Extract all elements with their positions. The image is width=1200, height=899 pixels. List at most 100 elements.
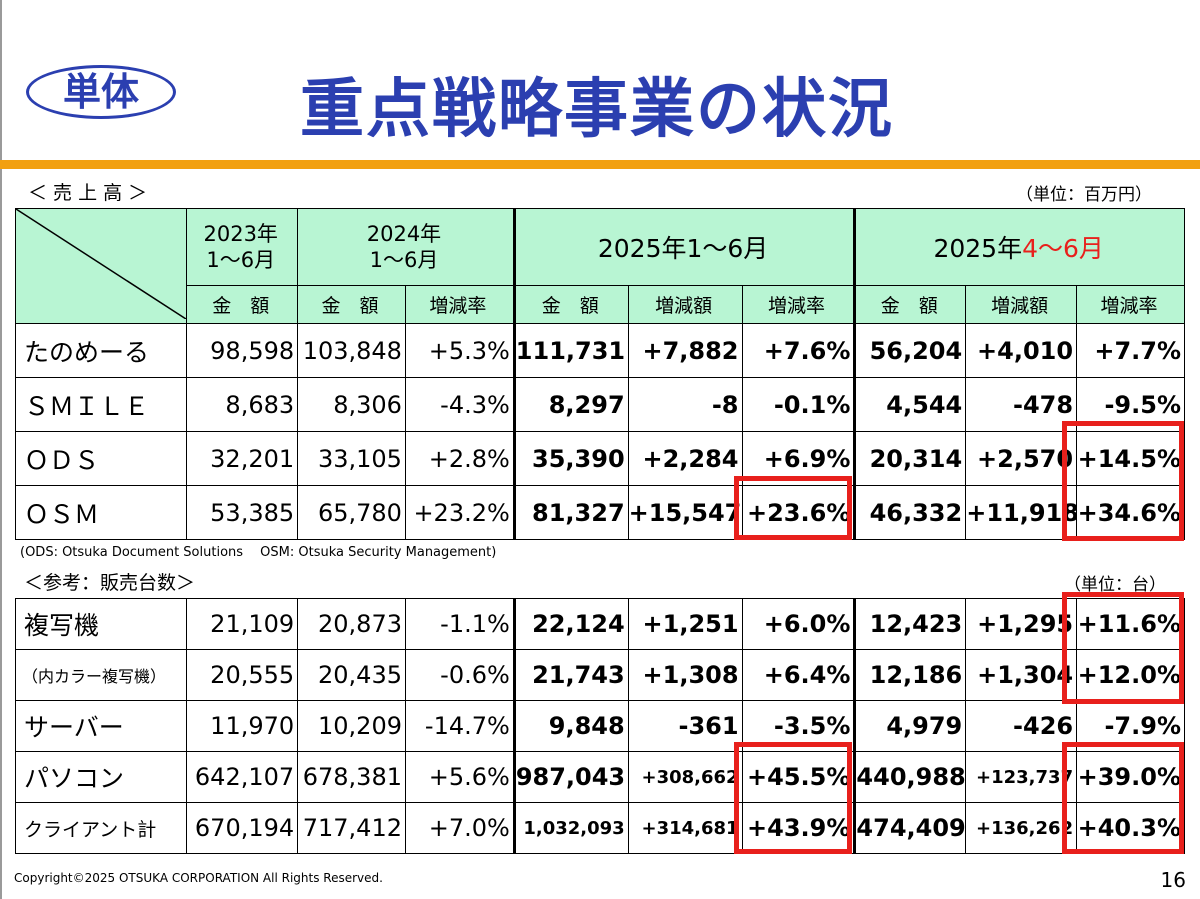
cell-value: +11,918 (965, 485, 1078, 540)
table-row: ＯＳＭ 53,385 65,780 +23.2% 81,327 +15,547 … (14, 485, 1185, 540)
cell-value: 670,194 (186, 802, 299, 854)
cell-value: 4,544 (853, 377, 967, 432)
cell-value: +43.9% (741, 802, 856, 854)
row-name: パソコン (14, 751, 188, 803)
cell-value: +1,304 (965, 649, 1078, 701)
cell-value: +4,010 (965, 323, 1078, 378)
cell-value: +308,662 (627, 751, 743, 803)
cell-value: 22,124 (512, 598, 629, 650)
cell-value: 35,390 (512, 431, 629, 486)
header-rate-2024: 増減率 (404, 285, 515, 324)
cell-value: -478 (965, 377, 1078, 432)
header-rate-q2: 増減率 (1076, 285, 1185, 324)
table-row: （内カラー複写機） 20,555 20,435 -0.6% 21,743 +1,… (14, 649, 1185, 701)
sales-header-row-2: 金 額 金 額 増減率 金 額 増減額 増減率 金 額 増減額 増減率 (16, 285, 1185, 324)
cell-value: 474,409 (853, 802, 967, 854)
cell-value: 20,873 (297, 598, 406, 650)
highlight-box-copier-q2 (1062, 592, 1184, 704)
units-section-label: ＜参考：販売台数＞ (24, 572, 196, 594)
cell-value: +15,547 (627, 485, 743, 540)
header-diff-2025: 増減額 (627, 285, 743, 324)
cell-value: 81,327 (512, 485, 629, 540)
row-name: ＯＤＳ (14, 431, 188, 486)
units-unit-label: （単位：台） (1064, 575, 1166, 595)
cell-value: +5.6% (404, 751, 515, 803)
cell-value: -426 (965, 700, 1078, 752)
cell-value: +5.3% (404, 323, 515, 378)
cell-value: 21,743 (512, 649, 629, 701)
cell-value: -0.6% (404, 649, 515, 701)
cell-value: +45.5% (741, 751, 856, 803)
cell-value: -8 (627, 377, 743, 432)
table-row: パソコン 642,107 678,381 +5.6% 987,043 +308,… (14, 751, 1185, 803)
sales-header-row-1: 2023年 1～6月 2024年 1～6月 2025年1～6月 2025年4～6月 (14, 207, 1185, 324)
cell-value: +1,251 (627, 598, 743, 650)
table-row: サーバー 11,970 10,209 -14.7% 9,848 -361 -3.… (14, 700, 1185, 752)
cell-value: +14.5% (1076, 431, 1185, 486)
cell-value: 33,105 (297, 431, 406, 486)
header-amount-2023: 金 額 (186, 285, 299, 324)
table-row: 複写機 21,109 20,873 -1.1% 22,124 +1,251 +6… (14, 598, 1185, 650)
cell-value: 20,314 (853, 431, 967, 486)
row-name: クライアント計 (14, 802, 188, 854)
cell-value: 717,412 (297, 802, 406, 854)
cell-value: +11.6% (1076, 598, 1185, 650)
header-2024: 2024年 1～6月 (297, 207, 515, 287)
cell-value: 1,032,093 (512, 802, 629, 854)
cell-value: +12.0% (1076, 649, 1185, 701)
copyright-footer: Copyright©2025 OTSUKA CORPORATION All Ri… (14, 871, 383, 885)
cell-value: +7,882 (627, 323, 743, 378)
row-name: たのめーる (14, 323, 188, 378)
header-divider (0, 160, 1200, 169)
header-diff-q2: 増減額 (965, 285, 1078, 324)
table-row: ＯＤＳ 32,201 33,105 +2.8% 35,390 +2,284 +6… (14, 431, 1185, 486)
cell-value: +2.8% (404, 431, 515, 486)
cell-value: 678,381 (297, 751, 406, 803)
cell-value: +6.9% (741, 431, 856, 486)
cell-value: +136,262 (965, 802, 1078, 854)
cell-value: 21,109 (186, 598, 299, 650)
left-margin-rule (0, 0, 2, 899)
cell-value: +39.0% (1076, 751, 1185, 803)
cell-value: 20,555 (186, 649, 299, 701)
page-number: 16 (1160, 868, 1186, 892)
cell-value: 65,780 (297, 485, 406, 540)
highlight-box-pc-h1 (734, 742, 852, 854)
cell-value: -361 (627, 700, 743, 752)
table-row: ＳＭＩＬＥ 8,683 8,306 -4.3% 8,297 -8 -0.1% 4… (14, 377, 1185, 432)
header-amount-q2: 金 額 (853, 285, 967, 324)
cell-value: 111,731 (512, 323, 629, 378)
highlight-box-osm-h1 (734, 476, 852, 540)
row-name: （内カラー複写機） (14, 649, 188, 701)
cell-value: 8,297 (512, 377, 629, 432)
cell-value: 12,186 (853, 649, 967, 701)
cell-value: 32,201 (186, 431, 299, 486)
cell-value: 987,043 (512, 751, 629, 803)
cell-value: 440,988 (853, 751, 967, 803)
row-name: サーバー (14, 700, 188, 752)
cell-value: 11,970 (186, 700, 299, 752)
header-2025-q2: 2025年4～6月 (853, 207, 1185, 287)
highlight-box-sales-q2 (1062, 421, 1184, 541)
cell-value: -0.1% (741, 377, 856, 432)
cell-value: +2,284 (627, 431, 743, 486)
corner-diagonal-line (16, 209, 186, 320)
abbreviation-note: (ODS: Otsuka Document Solutions OSM: Ots… (20, 545, 497, 560)
header-2023: 2023年 1～6月 (186, 207, 299, 287)
cell-value: +1,295 (965, 598, 1078, 650)
row-name: ＯＳＭ (14, 485, 188, 540)
sales-table: 2023年 1～6月 2024年 1～6月 2025年1～6月 2025年4～6月 … (14, 207, 1185, 540)
row-name: 複写機 (14, 598, 188, 650)
cell-value: +314,681 (627, 802, 743, 854)
cell-value: +40.3% (1076, 802, 1185, 854)
cell-value: 10,209 (297, 700, 406, 752)
cell-value: +6.0% (741, 598, 856, 650)
cell-value: +123,737 (965, 751, 1078, 803)
header-amount-2025: 金 額 (512, 285, 629, 324)
units-table: 複写機 21,109 20,873 -1.1% 22,124 +1,251 +6… (14, 598, 1185, 854)
page-title: 重点戦略事業の状況 (300, 73, 894, 147)
cell-value: +23.2% (404, 485, 515, 540)
cell-value: -4.3% (404, 377, 515, 432)
header-amount-2024: 金 額 (297, 285, 406, 324)
table-row: クライアント計 670,194 717,412 +7.0% 1,032,093 … (14, 802, 1185, 854)
